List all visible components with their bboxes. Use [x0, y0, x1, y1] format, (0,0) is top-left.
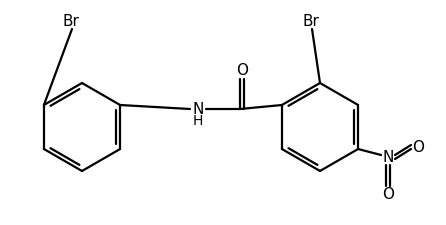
Text: O: O	[236, 63, 248, 78]
Text: N: N	[382, 150, 394, 165]
Text: N: N	[192, 102, 204, 117]
Text: H: H	[193, 113, 203, 127]
Text: O: O	[412, 140, 424, 155]
Text: Br: Br	[62, 14, 79, 29]
Text: Br: Br	[302, 14, 319, 29]
Text: O: O	[382, 187, 394, 202]
